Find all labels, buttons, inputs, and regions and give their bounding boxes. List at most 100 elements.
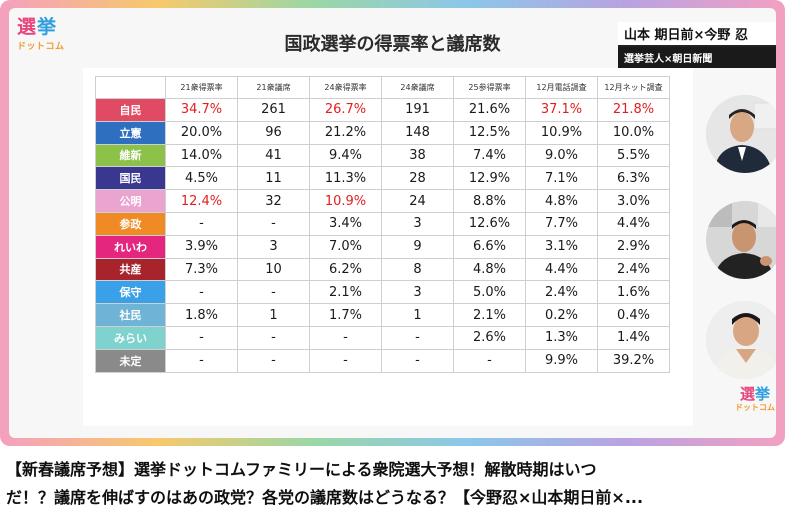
video-title[interactable]: 【新春議席予想】選挙ドットコムファミリーによる衆院選大予想！解散時期はいつ だ！…: [6, 456, 781, 512]
party-label: 立憲: [95, 120, 166, 145]
webcam-host-2: [706, 201, 776, 279]
table-cell: 9: [381, 234, 454, 259]
video-title-line-2[interactable]: だ！？議席を伸ばすのはあの政党？各党の議席数はどうなる？【今野忍×山本期日前×.…: [6, 488, 644, 507]
table-cell: 3.1%: [525, 234, 598, 259]
webcam-host-1: [706, 95, 776, 173]
table-row: みらい - - - -2.6% 1.3% 1.4%: [95, 325, 670, 350]
table-cell: 41: [237, 143, 310, 168]
table-row: 社民 1.8% 1 1.7% 1 2.1% 0.2% 0.4%: [95, 303, 670, 327]
table-row: 立憲 20.0% 96 21.2% 148 12.5% 10.9% 10.0%: [95, 120, 670, 145]
video-player[interactable]: 選挙 ドットコム 国政選挙の得票率と議席数 山本 期日前×今野 忍 選挙芸人×朝…: [9, 8, 776, 438]
table-cell: 11: [237, 166, 310, 191]
table-cell: 24: [381, 189, 454, 213]
table-cell: 10: [237, 257, 310, 282]
party-label: 国民: [95, 166, 166, 191]
table-cell: 6.6%: [453, 234, 526, 259]
table-cell: 12.9%: [453, 166, 526, 191]
table-cell: 8: [381, 257, 454, 282]
performer-role: 選挙芸人×朝日新聞: [618, 47, 776, 68]
table-header-cell: 24衆議席: [381, 76, 454, 99]
table-cell: -: [237, 325, 310, 350]
logo-char-b: 挙: [37, 16, 58, 38]
party-label: 参政: [95, 211, 166, 236]
table-cell: -: [309, 348, 382, 373]
table-cell: 21.6%: [453, 98, 526, 122]
table-cell: 12.4%: [165, 189, 238, 213]
table-row: れいわ 3.9% 3 7.0% 9 6.6% 3.1% 2.9%: [95, 234, 670, 259]
table-cell: 32: [237, 189, 310, 213]
table-header-cell: [95, 76, 166, 99]
table-cell: 3: [237, 234, 310, 259]
table-cell: 26.7%: [309, 98, 382, 122]
table-cell: 12.5%: [453, 120, 526, 145]
table-cell: 28: [381, 166, 454, 191]
slide-title: 国政選挙の得票率と議席数: [284, 34, 501, 55]
party-label: 共産: [95, 257, 166, 282]
table-header-cell: 21衆議席: [237, 76, 310, 99]
table-cell: 1: [381, 303, 454, 327]
senkyo-logo-small: 選挙 ドットコム: [731, 386, 776, 413]
table-cell: 3: [381, 211, 454, 236]
table-cell: 11.3%: [309, 166, 382, 191]
table-cell: -: [165, 348, 238, 373]
party-label: 保守: [95, 280, 166, 305]
table-cell: -: [453, 348, 526, 373]
table-header-cell: 21衆得票率: [165, 76, 238, 99]
table-cell: 10.0%: [597, 120, 670, 145]
table-cell: -: [381, 348, 454, 373]
table-cell: 5.5%: [597, 143, 670, 168]
table-cell: 34.7%: [165, 98, 238, 122]
table-cell: 12.6%: [453, 211, 526, 236]
table-cell: 1.6%: [597, 280, 670, 305]
table-cell: 20.0%: [165, 120, 238, 145]
table-cell: 0.2%: [525, 303, 598, 327]
table-row: 国民 4.5% 11 11.3% 28 12.9% 7.1% 6.3%: [95, 166, 670, 191]
vote-table-card: 21衆得票率 21衆議席 24衆得票率 24衆議席 25参得票率 12月電話調査 12月ネッ…: [83, 68, 693, 426]
table-cell: 4.5%: [165, 166, 238, 191]
table-cell: 3.4%: [309, 211, 382, 236]
table-cell: 39.2%: [597, 348, 670, 373]
table-header-cell: 25参得票率: [453, 76, 526, 99]
table-cell: 9.0%: [525, 143, 598, 168]
table-cell: 2.1%: [453, 303, 526, 327]
table-cell: 96: [237, 120, 310, 145]
table-cell: 2.1%: [309, 280, 382, 305]
table-cell: 1.7%: [309, 303, 382, 327]
video-title-line-1[interactable]: 【新春議席予想】選挙ドットコムファミリーによる衆院選大予想！解散時期はいつ: [6, 460, 597, 479]
performer-badge: 山本 期日前×今野 忍 選挙芸人×朝日新聞: [618, 22, 776, 68]
table-cell: 7.3%: [165, 257, 238, 282]
table-cell: -: [309, 325, 382, 350]
table-header-cell: 12月ネット調査: [597, 76, 670, 99]
table-cell: 3.0%: [597, 189, 670, 213]
party-label: 自民: [95, 98, 166, 122]
table-cell: 9.9%: [525, 348, 598, 373]
table-cell: 37.1%: [525, 98, 598, 122]
table-cell: 7.0%: [309, 234, 382, 259]
table-header-cell: 12月電話調査: [525, 76, 598, 99]
table-cell: -: [165, 280, 238, 305]
party-label: れいわ: [95, 234, 166, 259]
party-label: 維新: [95, 143, 166, 168]
table-cell: -: [237, 211, 310, 236]
table-cell: 261: [237, 98, 310, 122]
table-cell: 21.8%: [597, 98, 670, 122]
table-cell: 3.9%: [165, 234, 238, 259]
table-cell: 1.4%: [597, 325, 670, 350]
table-row: 自民 34.7% 261 26.7% 191 21.6% 37.1% 21.8%: [95, 98, 670, 122]
table-cell: 191: [381, 98, 454, 122]
vote-share-table: 21衆得票率 21衆議席 24衆得票率 24衆議席 25参得票率 12月電話調査 12月ネッ…: [95, 76, 670, 373]
table-cell: 8.8%: [453, 189, 526, 213]
table-cell: -: [237, 280, 310, 305]
senkyo-logo: 選挙 ドットコム: [17, 16, 69, 56]
table-cell: 7.7%: [525, 211, 598, 236]
video-frame[interactable]: 選挙 ドットコム 国政選挙の得票率と議席数 山本 期日前×今野 忍 選挙芸人×朝…: [0, 0, 785, 446]
table-row: 未定 - - - - -9.9% 39.2%: [95, 348, 670, 373]
table-cell: 7.1%: [525, 166, 598, 191]
logo-small-subtitle: ドットコム: [735, 403, 775, 412]
table-cell: 148: [381, 120, 454, 145]
table-cell: 10.9%: [309, 189, 382, 213]
table-cell: 2.9%: [597, 234, 670, 259]
table-cell: 38: [381, 143, 454, 168]
webcam-guest: [706, 301, 776, 379]
table-row: 公明 12.4% 32 10.9% 24 8.8% 4.8% 3.0%: [95, 189, 670, 213]
